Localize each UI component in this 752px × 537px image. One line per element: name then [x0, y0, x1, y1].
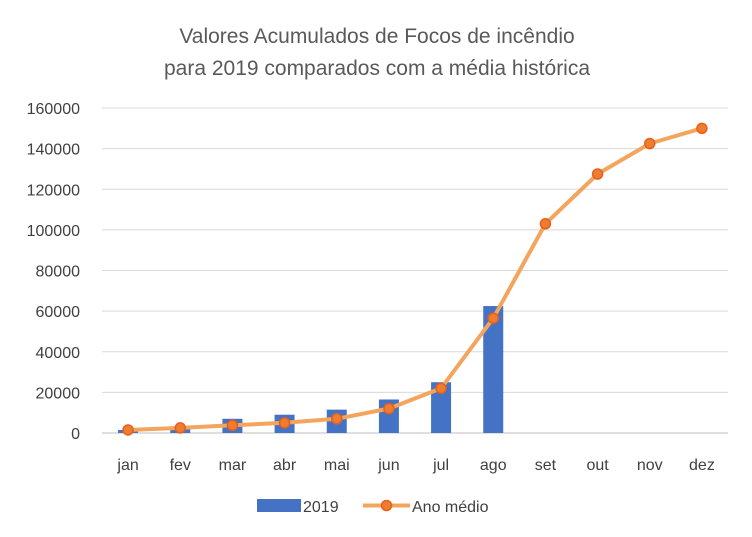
x-tick-label: set — [535, 457, 557, 474]
y-tick-label: 80000 — [36, 264, 81, 281]
point-ano-medio — [226, 419, 239, 432]
x-tick-label: mai — [324, 457, 350, 474]
chart-title: Valores Acumulados de Focos de incêndio … — [164, 25, 590, 80]
y-tick-label: 100000 — [27, 223, 80, 240]
y-tick-label: 60000 — [36, 304, 81, 321]
point-ano-medio — [591, 168, 604, 180]
x-tick-label: abr — [273, 457, 297, 474]
y-tick-label: 20000 — [36, 385, 81, 402]
chart-title-line-2: para 2019 comparados com a média históri… — [164, 57, 590, 80]
y-tick-label: 160000 — [27, 101, 80, 118]
legend-label-2019: 2019 — [303, 499, 339, 516]
y-tick-label: 140000 — [27, 142, 80, 159]
x-tick-label: mar — [219, 457, 247, 474]
x-axis-tick-labels: jan fev mar abr mai jun jul ago set out nov dez — [116, 457, 714, 474]
point-ano-medio — [539, 218, 552, 230]
x-tick-label: dez — [689, 457, 715, 474]
y-axis-tick-labels: 0 20000 40000 60000 80000 100000 120000 140000 1… — [27, 101, 80, 443]
legend: 2019 Ano médio — [257, 499, 489, 516]
x-tick-label: nov — [637, 457, 663, 474]
x-tick-label: out — [586, 457, 609, 474]
y-tick-label: 40000 — [36, 345, 81, 362]
point-ano-medio — [122, 424, 134, 436]
point-ano-medio — [331, 413, 343, 425]
point-ano-medio — [435, 382, 447, 395]
x-tick-label: ago — [480, 457, 507, 474]
bar-2019 — [483, 306, 504, 433]
point-ano-medio — [696, 122, 708, 135]
bar-2019 — [431, 382, 452, 433]
y-tick-label: 120000 — [27, 182, 80, 199]
gridlines — [102, 107, 728, 434]
line-series-ano-medio — [122, 122, 708, 436]
x-tick-label: fev — [170, 457, 191, 474]
point-ano-medio — [487, 312, 499, 324]
point-ano-medio — [644, 137, 656, 150]
x-tick-label: jan — [116, 457, 138, 474]
chart-title-line-1: Valores Acumulados de Focos de incêndio — [179, 25, 574, 48]
legend-marker-ano-medio — [380, 499, 393, 512]
y-tick-label: 0 — [71, 426, 80, 443]
line-ano-medio — [126, 126, 704, 432]
point-ano-medio — [174, 422, 186, 434]
legend-label-ano-medio: Ano médio — [412, 499, 489, 516]
bar-series-2019 — [118, 306, 504, 433]
point-ano-medio — [383, 402, 395, 415]
point-ano-medio — [278, 417, 291, 429]
x-tick-label: jun — [377, 457, 399, 474]
legend-swatch-2019 — [257, 499, 301, 512]
x-tick-label: jul — [432, 457, 449, 474]
